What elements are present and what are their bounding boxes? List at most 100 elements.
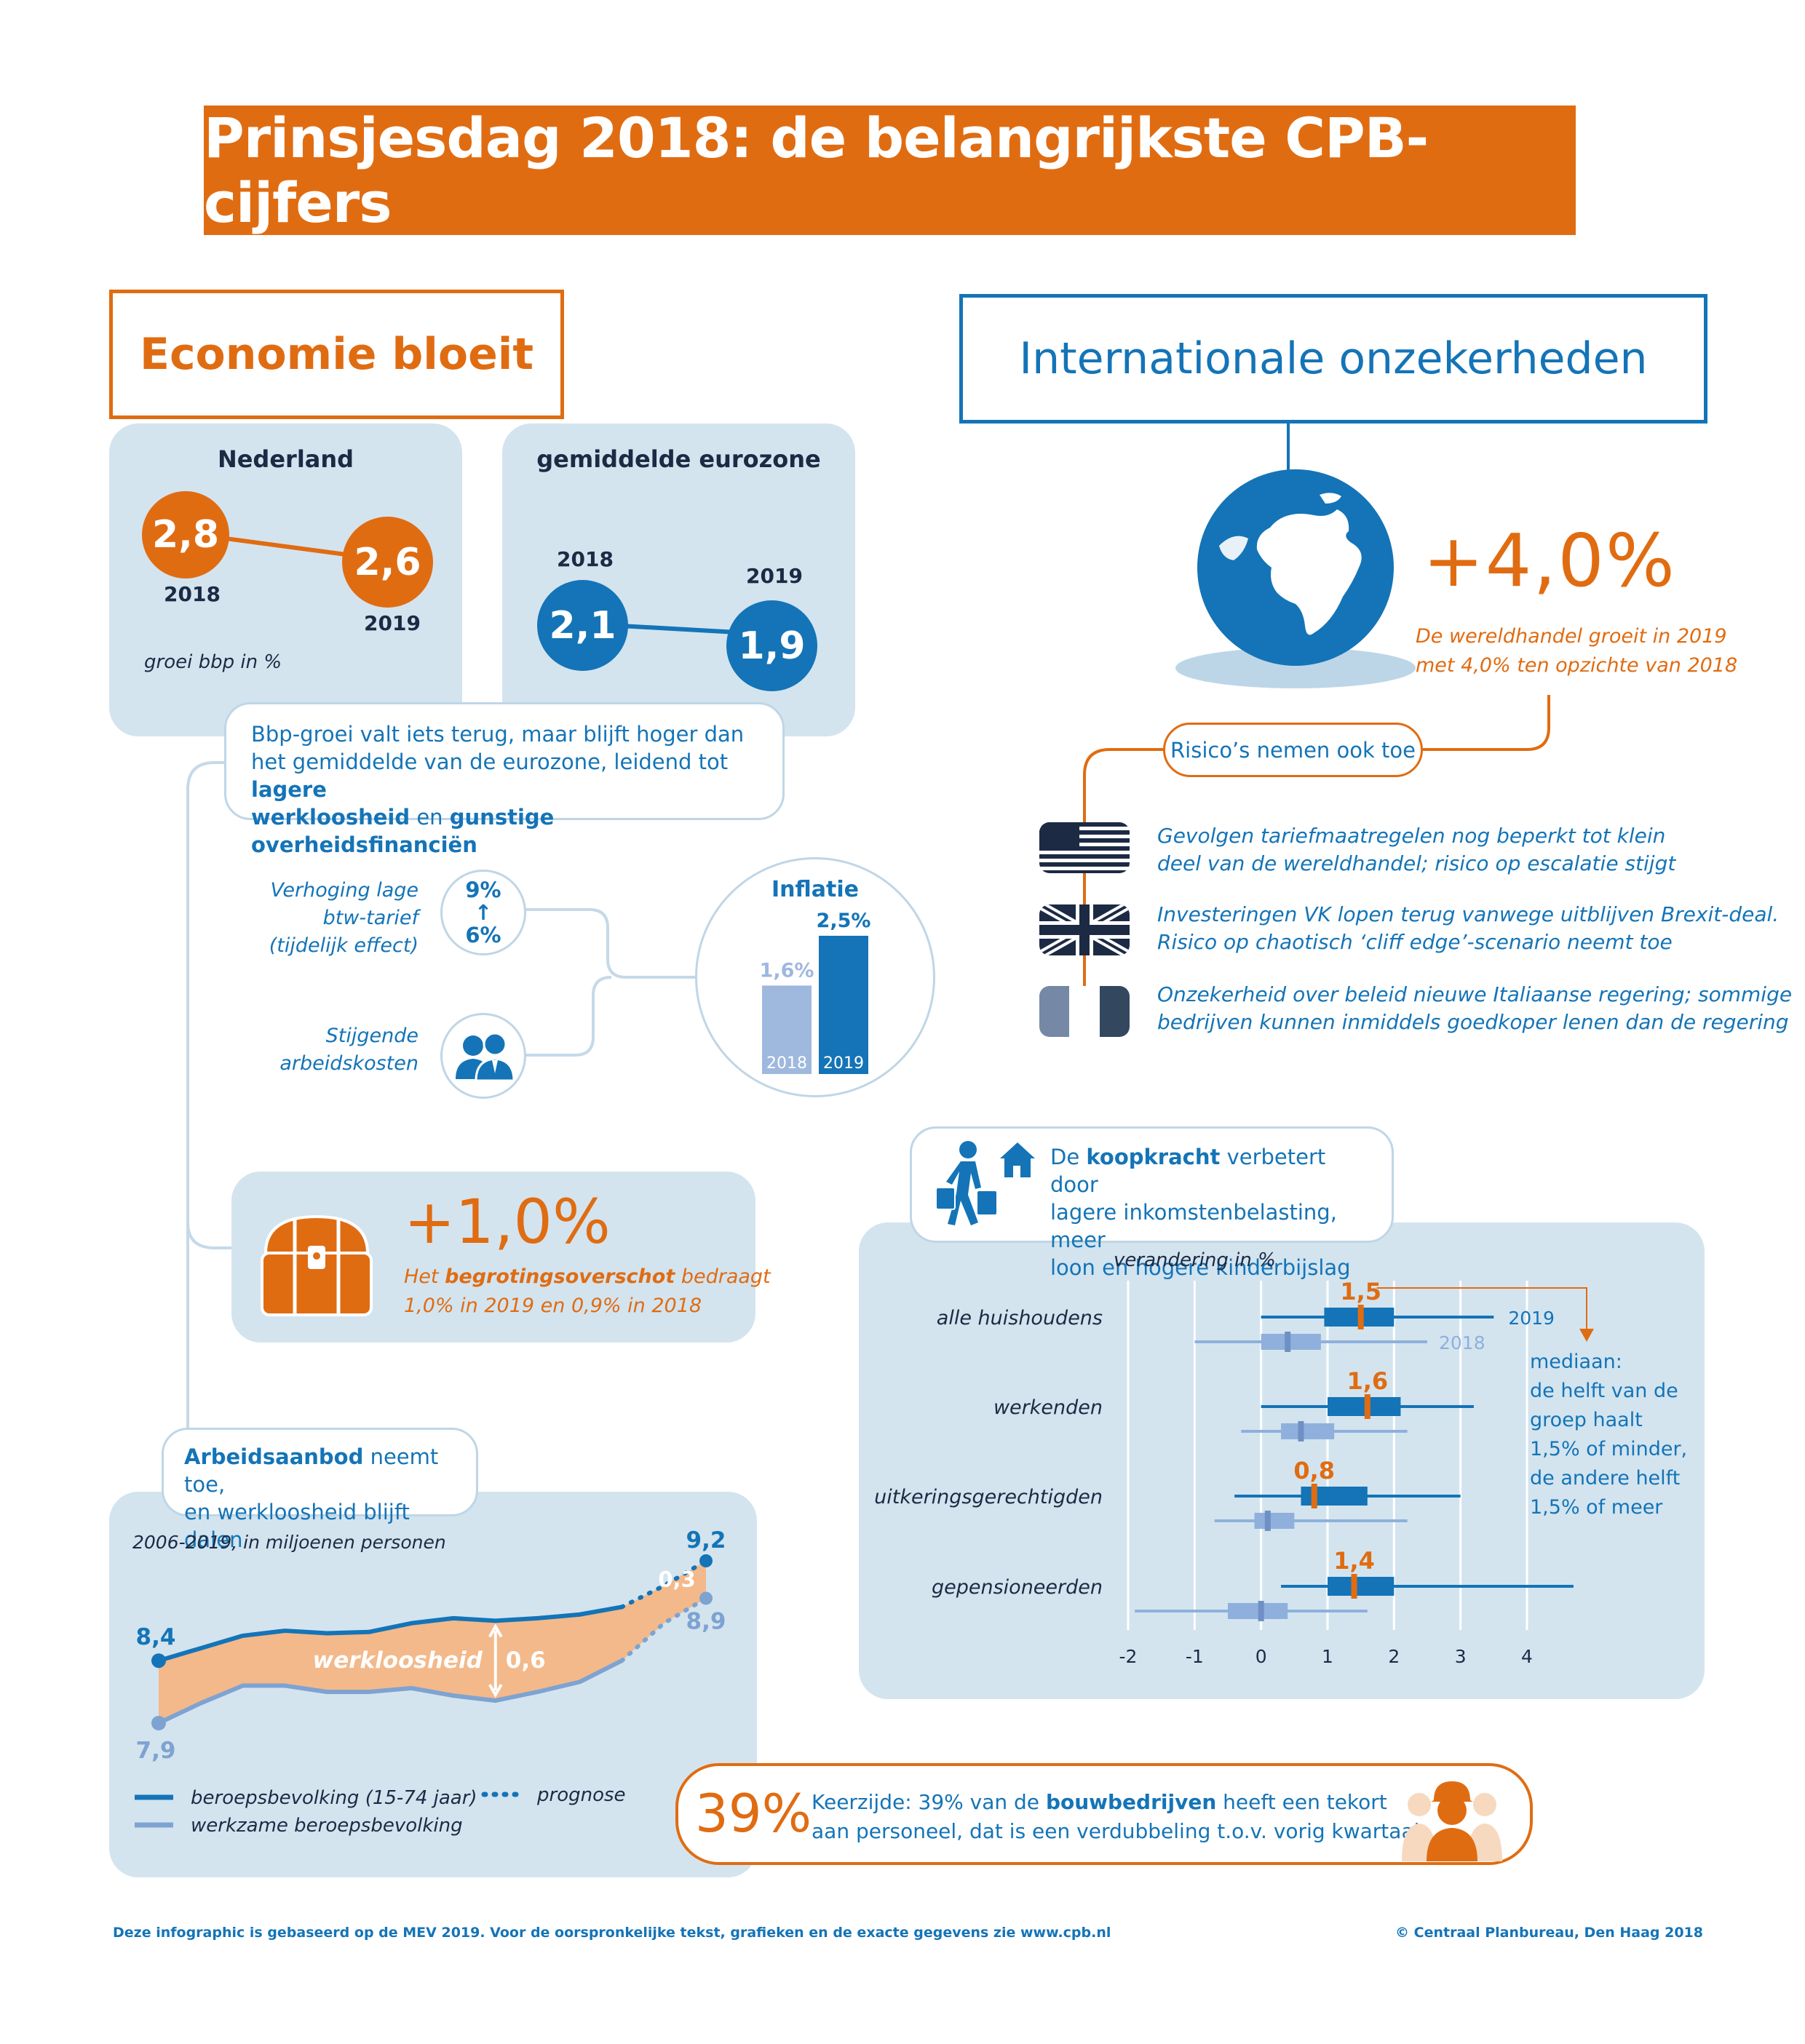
label-start-bottom: 7,9 <box>136 1738 176 1764</box>
wereldhandel-value: +4,0% <box>1423 518 1676 603</box>
median-2018 <box>1285 1332 1291 1352</box>
box-2018 <box>1228 1603 1288 1619</box>
eurozone-label: gemiddelde eurozone <box>536 445 821 473</box>
eurozone-year-2018: 2018 <box>557 547 614 571</box>
mediaan-note-line: de andere helft <box>1530 1467 1680 1490</box>
line-beroepsbevolking-prognose <box>619 1559 708 1610</box>
median-label: 1,5 <box>1340 1278 1381 1305</box>
gap-arrow-head-top <box>488 1623 503 1638</box>
bbp-note: groei bbp in % <box>144 651 282 673</box>
risk-uk-text: Investeringen VK lopen terug vanwege uit… <box>1157 902 1780 954</box>
xtick-2: 2 <box>1388 1646 1400 1667</box>
page-title: Prinsjesdag 2018: de belangrijkste CPB-c… <box>204 106 1576 235</box>
mediaan-note-line: mediaan: <box>1530 1351 1622 1373</box>
xtick-0: 0 <box>1255 1646 1267 1667</box>
begroting-text: Het begrotingsoverschot bedraagt 1,0% in… <box>404 1265 771 1317</box>
inflatie-circle <box>695 857 935 1097</box>
koopkracht-bubble: De koopkracht verbetert door lagere inko… <box>910 1126 1394 1280</box>
xtick-3: 3 <box>1455 1646 1467 1667</box>
median-2019 <box>1357 1305 1364 1329</box>
nederland-2018-circle: 2,8 <box>142 491 229 578</box>
mediaan-connector <box>1376 1287 1587 1332</box>
section-heading-economie: Economie bloeit <box>109 290 564 419</box>
labour-chart-subtitle: 2006-2019, in miljoenen personen <box>132 1532 446 1553</box>
btw-circle: 9% ↑ 6% <box>440 870 526 955</box>
arbeidskosten-text: Stijgende arbeidskosten <box>279 1025 418 1075</box>
nederland-label: Nederland <box>217 445 354 473</box>
risks-label: Risico’s nemen ook toe <box>1163 723 1423 777</box>
median-2018 <box>1264 1511 1271 1531</box>
label-end-top: 9,2 <box>686 1527 726 1554</box>
legend-label-werkzame: werkzame beroepsbevolking <box>191 1815 463 1837</box>
werkloosheid-area <box>159 1561 706 1723</box>
point-beroepsbevolking-start <box>151 1653 166 1669</box>
inflatie-bar-2018 <box>762 985 812 1074</box>
treasure-chest-icon <box>251 1202 382 1325</box>
box-2019 <box>1328 1577 1395 1596</box>
line-werkzame-beroepsbevolking <box>156 1658 624 1725</box>
bbp-summary-bubble: Bbp-groei valt iets terug, maar blijft h… <box>224 702 785 857</box>
labour-chart: 8,4 7,9 9,2 8,9 0,3 werkloosheid 0,6 beroepsbev… <box>135 1527 726 1837</box>
xtick--1: -1 <box>1186 1646 1204 1667</box>
footer-copyright: © Centraal Planbureau, Den Haag 2018 <box>1395 1925 1703 1941</box>
btw-text: Verhoging lage btw-tarief (tijdelijk eff… <box>269 879 418 957</box>
construction-workers-icon <box>1397 1767 1507 1864</box>
point-werkzame-end <box>699 1591 713 1605</box>
eurozone-year-2019: 2019 <box>746 564 803 588</box>
werkloosheid-gap-label: 0,6 <box>506 1647 546 1674</box>
risk-us-text: Gevolgen tariefmaatregelen nog beperkt t… <box>1157 824 1676 875</box>
legend-label-prognose: prognose <box>536 1784 626 1806</box>
median-2019 <box>1364 1394 1370 1419</box>
line-beroepsbevolking <box>156 1604 624 1663</box>
legend-label-beroepsbevolking: beroepsbevolking (15-74 jaar) <box>191 1787 477 1809</box>
inflatie-chart: 1,6% 2018 2,5% 2019 <box>760 910 871 1074</box>
box-2019 <box>1328 1397 1401 1416</box>
inflatie-year-2018: 2018 <box>766 1054 807 1073</box>
us-flag-icon <box>1039 822 1130 876</box>
inflatie-bar-2019 <box>819 936 868 1074</box>
koopkracht-chart: verandering in % -2 -1 0 1 2 3 4 alle huishouden… <box>874 1249 1687 1667</box>
group-label: uitkeringsgerechtigden <box>874 1486 1103 1508</box>
werkloosheid-label: werkloosheid <box>313 1647 483 1674</box>
risk-italy-text: Onzekerheid over beleid nieuwe Italiaans… <box>1157 982 1793 1034</box>
globe-icon <box>1175 458 1416 701</box>
box-2019 <box>1301 1487 1368 1506</box>
inflatie-title: Inflatie <box>771 877 859 902</box>
median-2018 <box>1298 1421 1304 1441</box>
boxplot-title: verandering in % <box>1114 1249 1276 1271</box>
median-label: 0,8 <box>1293 1457 1335 1484</box>
box-2018 <box>1281 1423 1335 1439</box>
inflatie-bar-label-2019: 2,5% <box>817 910 871 932</box>
bouw-bubble <box>675 1763 1533 1865</box>
series-label-2019: 2019 <box>1508 1308 1555 1329</box>
median-label: 1,4 <box>1333 1547 1375 1575</box>
inflatie-year-2019: 2019 <box>823 1054 864 1073</box>
series-label-2018: 2018 <box>1439 1332 1485 1353</box>
workers-icon <box>440 1013 526 1099</box>
summary-line-1: Bbp-groei valt iets terug, maar blijft h… <box>251 722 745 747</box>
point-beroepsbevolking-end <box>699 1554 713 1567</box>
eurozone-2018-circle: 2,1 <box>537 580 628 671</box>
label-end-gap: 0,3 <box>658 1567 695 1592</box>
label-end-bottom: 8,9 <box>686 1608 726 1634</box>
median-2018 <box>1258 1601 1264 1621</box>
nederland-year-2018: 2018 <box>164 582 221 606</box>
summary-line-2: het gemiddelde van de eurozone, leidend … <box>251 749 729 802</box>
group-label: alle huishoudens <box>937 1307 1103 1329</box>
eurozone-panel <box>502 423 855 736</box>
box-2018 <box>1254 1513 1295 1529</box>
arbeidsaanbod-bubble: Arbeidsaanbod neemt toe, en werkloosheid… <box>162 1428 478 1552</box>
nederland-2019-circle: 2,6 <box>342 517 433 608</box>
footer-source: Deze infographic is gebaseerd op de MEV … <box>113 1925 1111 1941</box>
arrow-up-icon: ↑ <box>474 900 493 925</box>
median-2019 <box>1351 1574 1357 1599</box>
summary-line-3: werkloosheid en gunstige overheidsfinanc… <box>251 805 555 857</box>
wereldhandel-text: De wereldhandel groeit in 2019 met 4,0% … <box>1416 625 1738 677</box>
mediaan-note-line: de helft van de <box>1530 1380 1678 1402</box>
bouw-text: Keerzijde: 39% van de bouwbedrijven heef… <box>812 1790 1420 1843</box>
eurozone-2019-circle: 1,9 <box>726 600 817 691</box>
italy-flag-icon <box>1039 986 1130 1040</box>
mediaan-note-line: 1,5% of minder, <box>1530 1438 1687 1460</box>
bouw-value: 39% <box>695 1783 812 1844</box>
